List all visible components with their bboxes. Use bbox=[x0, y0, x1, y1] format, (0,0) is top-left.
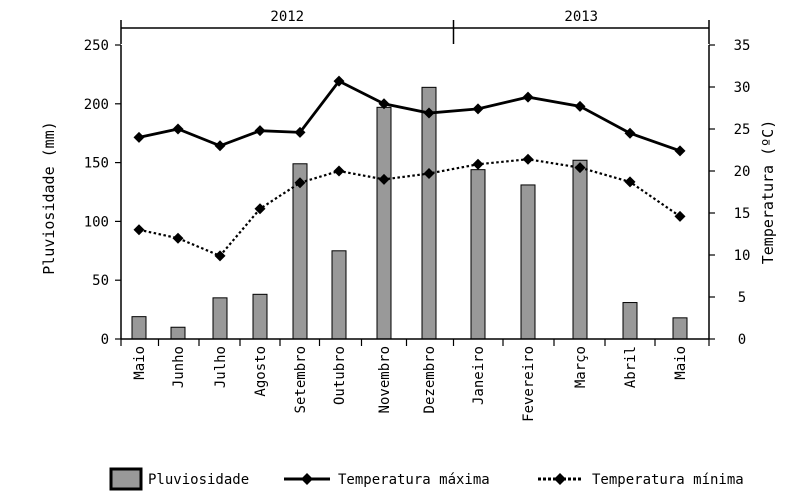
left-tick-label: 200 bbox=[84, 97, 109, 113]
right-tick-label: 15 bbox=[734, 206, 751, 222]
temperature-lines bbox=[133, 75, 686, 262]
point-temperatura-maxima bbox=[574, 100, 586, 112]
year-label: 2013 bbox=[564, 9, 598, 25]
left-tick-label: 100 bbox=[84, 214, 109, 230]
legend-label: Pluviosidade bbox=[148, 472, 249, 488]
bar-pluviosidade bbox=[212, 297, 228, 340]
point-temperatura-minima bbox=[133, 224, 145, 236]
point-temperatura-maxima bbox=[333, 75, 345, 87]
point-temperatura-minima bbox=[172, 232, 184, 244]
line-temperatura-maxima bbox=[138, 79, 681, 153]
category-label: Abril bbox=[623, 346, 639, 388]
category-label: Maio bbox=[673, 346, 689, 380]
point-temperatura-minima bbox=[574, 162, 586, 174]
point-temperatura-maxima bbox=[674, 145, 686, 157]
legend-label: Temperatura máxima bbox=[338, 472, 490, 488]
point-temperatura-minima bbox=[254, 203, 266, 215]
bar-pluviosidade bbox=[421, 86, 437, 340]
legend-marker bbox=[554, 473, 566, 485]
point-temperatura-minima bbox=[674, 210, 686, 222]
line-temperatura-minima bbox=[138, 158, 681, 258]
legend-label: Temperatura mínima bbox=[592, 472, 744, 488]
year-label: 2012 bbox=[270, 9, 304, 25]
point-temperatura-minima bbox=[214, 250, 226, 262]
bar-pluviosidade bbox=[520, 184, 536, 340]
bar-pluviosidade bbox=[131, 316, 147, 340]
left-axis-label: Pluviosidade (mm) bbox=[40, 121, 58, 275]
category-label: Novembro bbox=[377, 346, 393, 413]
category-label: Junho bbox=[171, 346, 187, 388]
right-tick-label: 20 bbox=[734, 164, 751, 180]
point-temperatura-minima bbox=[423, 168, 435, 180]
left-tick-label: 0 bbox=[101, 332, 109, 348]
bar-pluviosidade bbox=[622, 302, 638, 340]
category-label: Fevereiro bbox=[521, 346, 537, 422]
point-temperatura-maxima bbox=[522, 91, 534, 103]
category-label: Outubro bbox=[332, 346, 348, 405]
right-axis-ticks: 0 5 10 15 20 25 30 35 bbox=[709, 38, 750, 348]
bar-pluviosidade bbox=[170, 326, 186, 340]
bar-pluviosidade bbox=[470, 169, 486, 340]
point-temperatura-maxima bbox=[133, 131, 145, 143]
category-labels: Maio Junho Julho Agosto Setembro Outubro Novem… bbox=[132, 346, 689, 422]
category-label: Março bbox=[573, 346, 589, 388]
year-bracket: 2012 2013 bbox=[120, 9, 710, 44]
category-label: Janeiro bbox=[471, 346, 487, 405]
bar-pluviosidade bbox=[672, 317, 688, 340]
right-axis-label: Temperatura (ºC) bbox=[759, 120, 777, 265]
category-label: Setembro bbox=[293, 346, 309, 413]
point-temperatura-maxima bbox=[254, 125, 266, 137]
point-temperatura-maxima bbox=[624, 127, 636, 139]
point-temperatura-minima bbox=[333, 165, 345, 177]
category-label: Julho bbox=[213, 346, 229, 388]
point-temperatura-minima bbox=[624, 176, 636, 188]
point-temperatura-maxima bbox=[423, 107, 435, 119]
right-tick-label: 0 bbox=[738, 332, 746, 348]
point-temperatura-maxima bbox=[294, 126, 306, 138]
point-temperatura-maxima bbox=[472, 103, 484, 115]
legend-marker bbox=[301, 473, 313, 485]
chart-axes bbox=[120, 45, 710, 346]
pluviosidade-bars bbox=[131, 86, 688, 340]
right-tick-label: 5 bbox=[738, 290, 746, 306]
point-temperatura-minima bbox=[294, 177, 306, 189]
point-temperatura-minima bbox=[378, 173, 390, 185]
category-label: Maio bbox=[132, 346, 148, 380]
point-temperatura-minima bbox=[522, 153, 534, 165]
legend-swatch-pluviosidade bbox=[109, 467, 143, 491]
point-temperatura-maxima bbox=[378, 98, 390, 110]
point-temperatura-maxima bbox=[214, 140, 226, 152]
left-tick-label: 250 bbox=[84, 38, 109, 54]
legend: Pluviosidade Temperatura máxima Temperatur… bbox=[109, 467, 744, 491]
right-tick-label: 25 bbox=[734, 122, 751, 138]
left-axis-ticks: 0 50 100 150 200 250 bbox=[84, 38, 121, 348]
point-temperatura-minima bbox=[472, 158, 484, 170]
left-tick-label: 50 bbox=[92, 273, 109, 289]
bar-pluviosidade bbox=[252, 293, 268, 340]
right-tick-label: 30 bbox=[734, 80, 751, 96]
right-tick-label: 10 bbox=[734, 248, 751, 264]
bar-pluviosidade bbox=[572, 159, 588, 340]
point-temperatura-maxima bbox=[172, 123, 184, 135]
right-tick-label: 35 bbox=[734, 38, 751, 54]
bar-pluviosidade bbox=[331, 250, 347, 340]
bar-pluviosidade bbox=[376, 106, 392, 340]
category-label: Agosto bbox=[253, 346, 269, 397]
category-label: Dezembro bbox=[422, 346, 438, 413]
left-tick-label: 150 bbox=[84, 156, 109, 172]
bar-pluviosidade bbox=[292, 163, 308, 340]
